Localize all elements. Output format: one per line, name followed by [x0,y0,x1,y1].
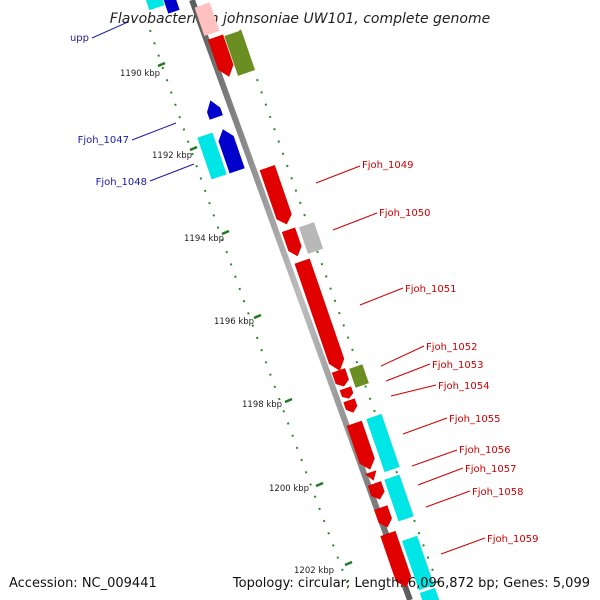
gene-blue-1048 [218,129,245,174]
tick-1194 [221,229,230,236]
gene-cyan-1055 [366,413,400,473]
gene-cyan-bottom [419,587,441,600]
tick-marks [157,61,353,567]
gene-label-fjoh-1054: Fjoh_1054 [438,381,489,392]
leader-1052 [380,345,425,367]
gene-olive-upper [224,30,256,76]
gene-blue-top [163,0,180,14]
tick-1200 [315,481,324,488]
gene-label-fjoh-1058: Fjoh_1058 [472,487,523,498]
gene-label-fjoh-1059: Fjoh_1059 [487,534,538,545]
gene-label-fjoh-1056: Fjoh_1056 [459,445,510,456]
gene-label-fjoh-1047: Fjoh_1047 [78,135,129,146]
leader-1050 [332,212,378,231]
scale-labels: 1190 kbp 1192 kbp 1194 kbp 1196 kbp 1198… [120,69,334,576]
gene-red-upper [207,34,234,77]
gene-label-fjoh-1050: Fjoh_1050 [379,208,430,219]
gene-cyan-1059 [401,535,435,591]
leader-1049 [315,165,361,184]
gene-label-fjoh-1053: Fjoh_1053 [432,360,483,371]
gene-blue-1047 [207,100,223,120]
scale-label-1200: 1200 kbp [269,484,309,494]
gene-olive-1052 [349,364,369,388]
gene-label-upp: upp [70,33,89,44]
gene-label-fjoh-1048: Fjoh_1048 [96,177,147,188]
scale-label-1194: 1194 kbp [184,234,224,244]
leader-1054 [390,384,437,397]
scale-label-1196: 1196 kbp [214,317,254,327]
gene-red-1058 [374,505,392,528]
leader-1053 [385,363,431,382]
leader-lines [91,21,486,555]
gene-cyan-1058 [384,474,414,522]
gene-label-fjoh-1052: Fjoh_1052 [426,342,477,353]
gene-label-fjoh-1057: Fjoh_1057 [465,464,516,475]
leader-1047 [131,122,177,141]
scale-label-1198: 1198 kbp [242,400,282,410]
gene-red-1053 [331,368,349,387]
tick-1190 [157,61,166,68]
gene-cyan-1048 [197,132,227,180]
scale-label-1202: 1202 kbp [294,566,334,576]
gene-track [144,0,441,600]
leader-1048 [149,163,195,182]
tick-1196 [253,313,262,320]
gene-red-1059 [380,530,412,588]
tick-1202 [344,560,353,567]
gene-gray-1050 [298,222,324,254]
leader-1056 [411,449,458,467]
gene-red-1055 [346,420,375,470]
leader-1051 [359,287,404,306]
leader-upp [91,21,129,39]
topology-text: Topology: circular; Length: 6,096,872 bp… [232,576,590,591]
tick-1192 [189,145,198,152]
tick-1198 [284,397,293,404]
gene-labels-left: upp Fjoh_1047 Fjoh_1048 [70,33,147,188]
leader-1058 [425,490,471,508]
gene-label-fjoh-1049: Fjoh_1049 [362,160,413,171]
leader-1057 [417,467,464,486]
gene-label-fjoh-1055: Fjoh_1055 [449,414,500,425]
scale-label-1192: 1192 kbp [152,151,192,161]
gene-red-1050 [281,227,302,257]
gene-labels-right: Fjoh_1049 Fjoh_1050 Fjoh_1051 Fjoh_1052 … [362,160,538,545]
gene-pink-top [194,2,220,36]
gene-red-1054a [339,386,354,399]
leader-1059 [440,537,486,555]
gene-red-1057 [365,470,377,481]
scale-label-1190: 1190 kbp [120,69,160,79]
gene-red-1051 [294,258,345,371]
accession-text: Accession: NC_009441 [9,576,157,591]
gene-red-1057b [367,481,385,500]
leader-1055 [402,417,448,435]
gene-red-1049 [259,165,292,225]
gene-cyan-top [144,0,165,11]
gene-red-1054b [343,398,358,413]
gene-label-fjoh-1051: Fjoh_1051 [405,284,456,295]
map-title: Flavobacterium johnsoniae UW101, complet… [110,11,490,27]
